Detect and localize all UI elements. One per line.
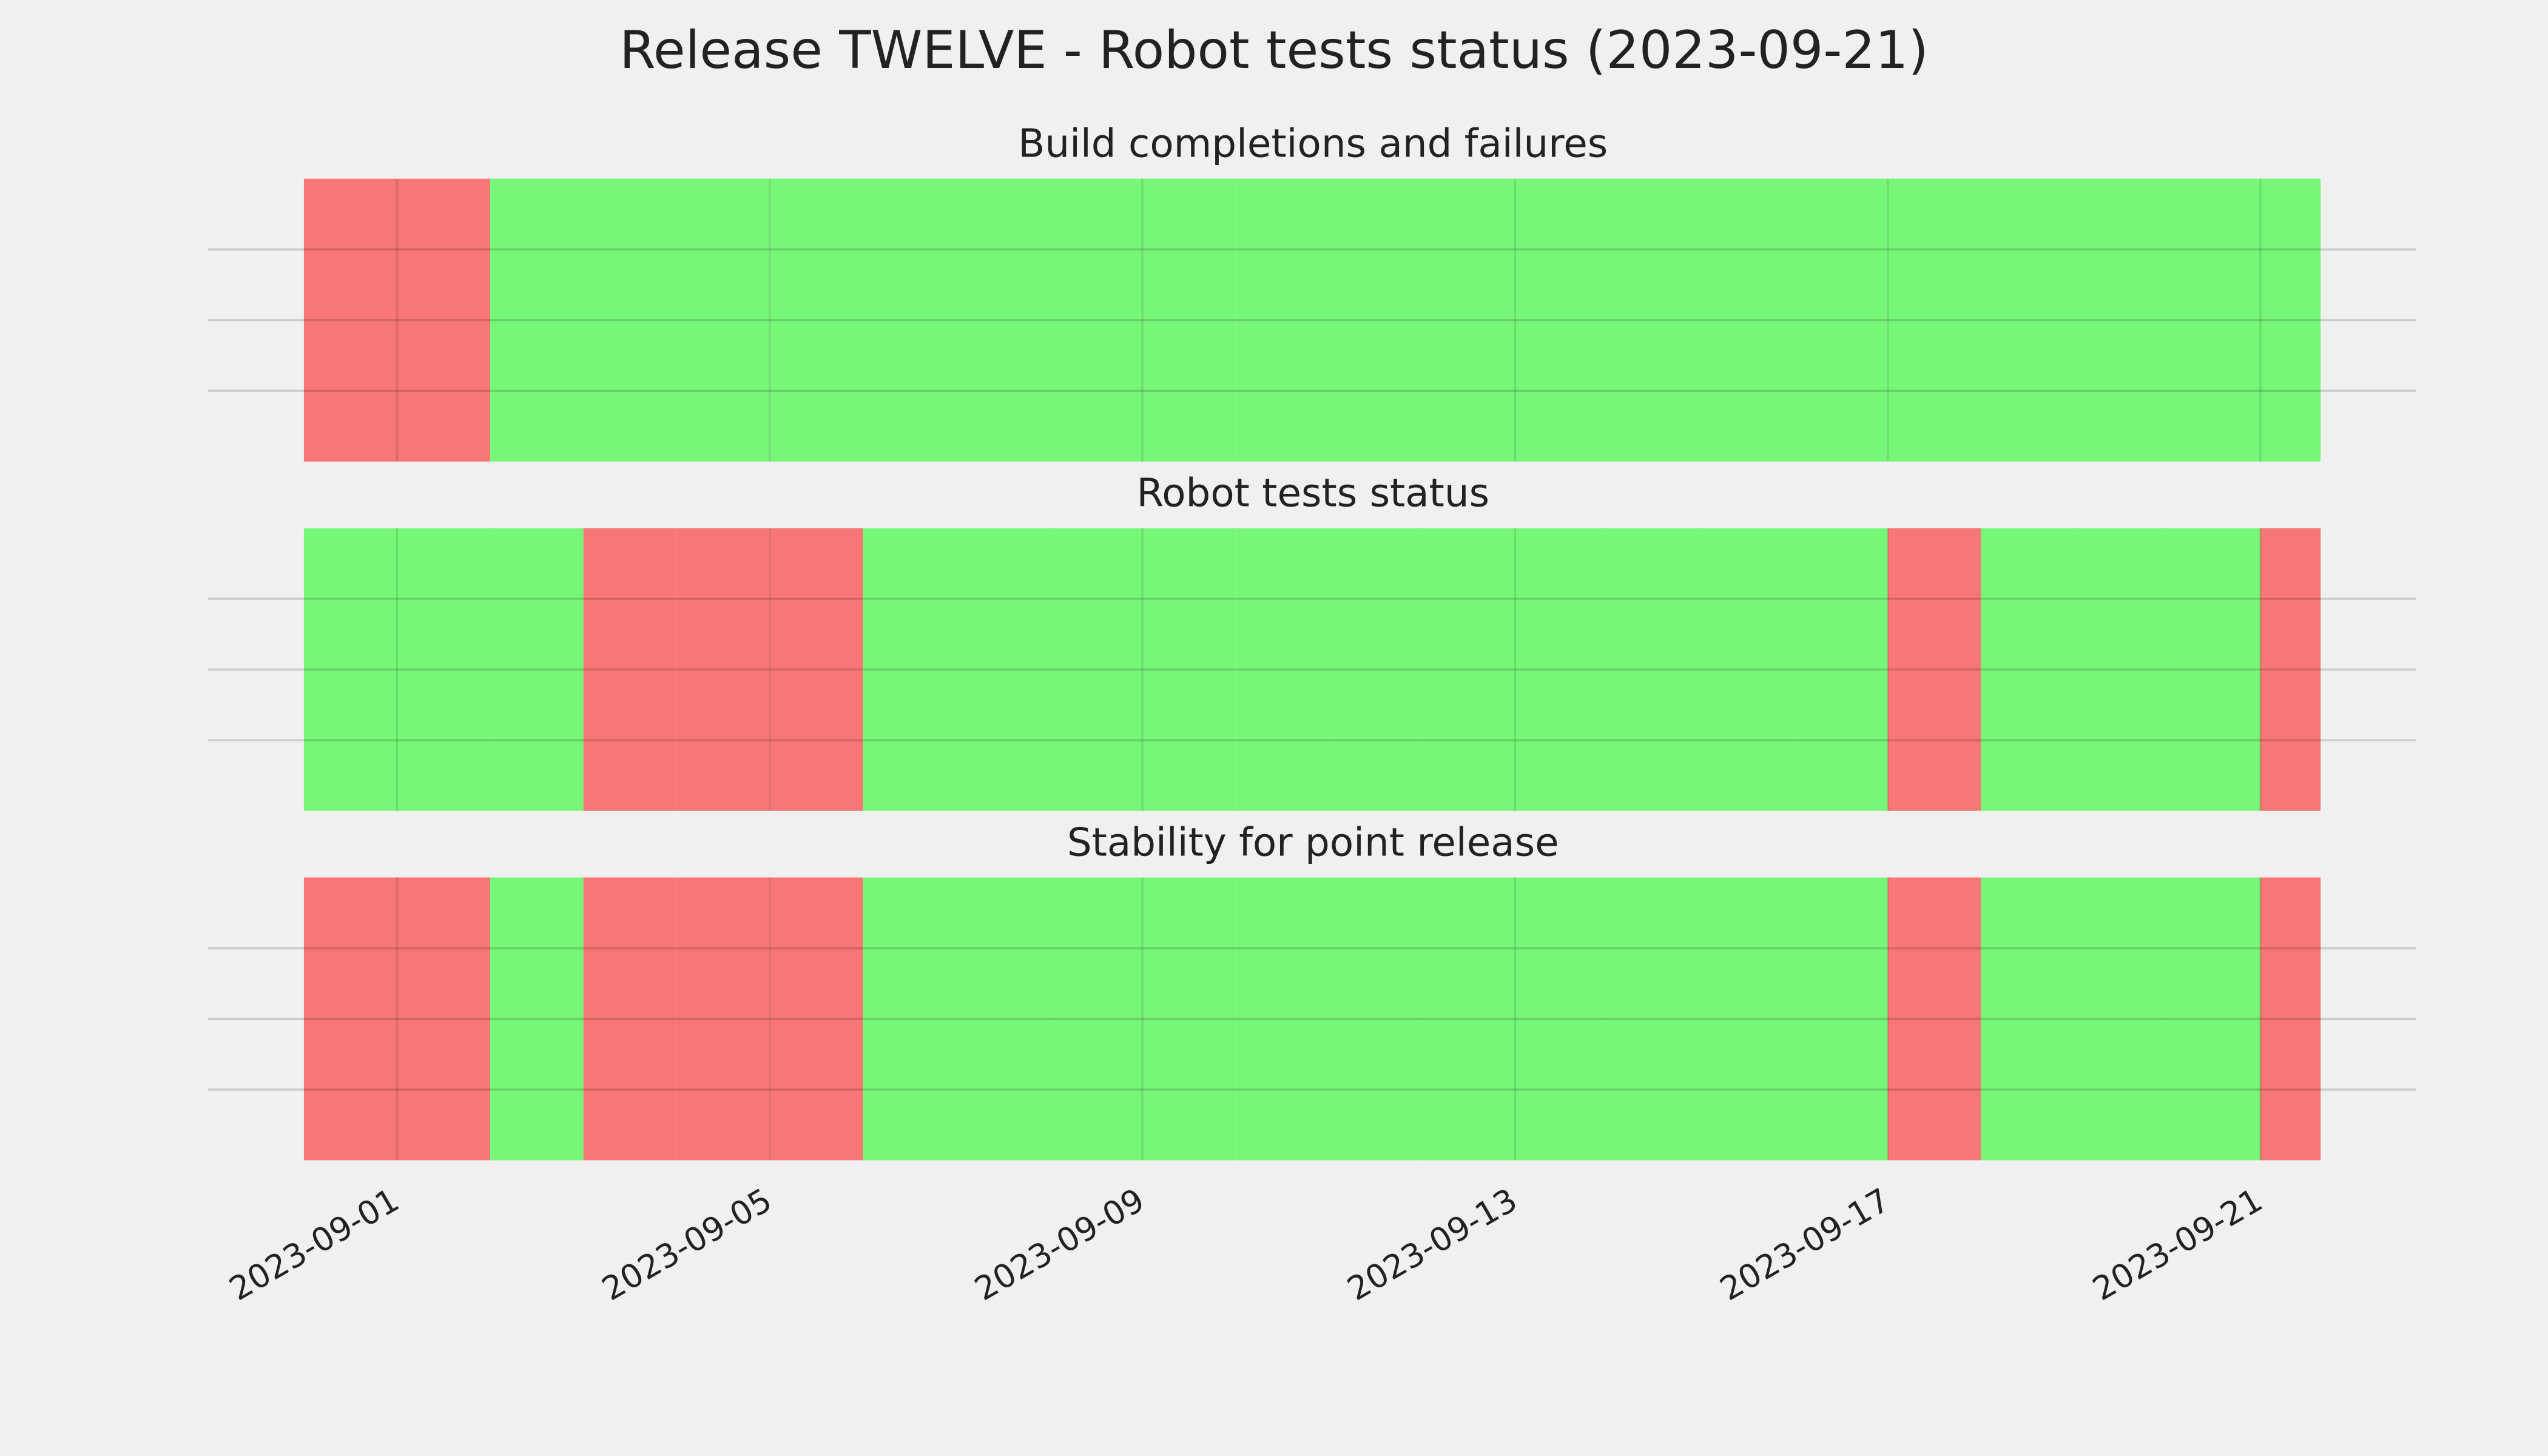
status-span: [1329, 528, 1422, 811]
status-span: [676, 178, 770, 462]
status-span: [1515, 528, 1608, 811]
status-span: [1142, 178, 1236, 462]
status-span: [1701, 528, 1795, 811]
status-span: [1515, 877, 1608, 1161]
status-span: [397, 178, 491, 462]
status-span: [676, 877, 770, 1161]
status-span: [490, 877, 584, 1161]
status-span: [1608, 877, 1702, 1161]
status-span: [583, 178, 677, 462]
status-span: [2167, 178, 2261, 462]
status-span: [2260, 877, 2321, 1161]
status-span: [2167, 528, 2261, 811]
status-span: [583, 877, 677, 1161]
status-span: [1795, 877, 1888, 1161]
status-span: [1049, 877, 1143, 1161]
status-span: [1421, 528, 1515, 811]
status-span: [2074, 877, 2168, 1161]
status-span: [1049, 178, 1143, 462]
status-span: [1981, 877, 2074, 1161]
status-span: [1235, 528, 1329, 811]
status-span: [1887, 178, 1981, 462]
status-span: [1795, 178, 1888, 462]
status-span: [2074, 528, 2168, 811]
status-span: [2260, 178, 2321, 462]
status-span: [2260, 528, 2321, 811]
status-span: [1981, 528, 2074, 811]
status-span: [863, 528, 956, 811]
status-span: [1981, 178, 2074, 462]
status-span: [1421, 178, 1515, 462]
panel-title: Stability for point release: [1067, 820, 1559, 865]
status-span: [769, 877, 863, 1161]
status-span: [490, 528, 584, 811]
status-span: [1329, 178, 1422, 462]
status-span: [397, 528, 491, 811]
status-span: [397, 877, 491, 1161]
status-span: [1142, 877, 1236, 1161]
status-span: [1608, 178, 1702, 462]
status-span: [1608, 528, 1702, 811]
status-span: [303, 877, 397, 1161]
status-span: [1887, 528, 1981, 811]
panel-title: Build completions and failures: [1018, 121, 1608, 167]
status-span: [956, 877, 1050, 1161]
status-span: [1235, 877, 1329, 1161]
status-span: [1142, 528, 1236, 811]
status-span: [1421, 877, 1515, 1161]
status-span: [863, 877, 956, 1161]
status-span: [676, 528, 770, 811]
status-span: [490, 178, 584, 462]
status-span: [583, 528, 677, 811]
status-span: [2074, 178, 2168, 462]
status-span: [1701, 877, 1795, 1161]
status-span: [2167, 877, 2261, 1161]
status-span: [303, 528, 397, 811]
status-span: [956, 178, 1050, 462]
status-span: [303, 178, 397, 462]
status-span: [1049, 528, 1143, 811]
status-span: [1701, 178, 1795, 462]
status-span: [863, 178, 956, 462]
status-span: [1235, 178, 1329, 462]
status-span: [1887, 877, 1981, 1161]
status-span: [769, 178, 863, 462]
status-span: [1795, 528, 1888, 811]
status-span: [1515, 178, 1608, 462]
status-span: [956, 528, 1050, 811]
panel-title: Robot tests status: [1136, 471, 1489, 516]
status-span: [769, 528, 863, 811]
status-span: [1329, 877, 1422, 1161]
chart-title: Release TWELVE - Robot tests status (202…: [619, 20, 1929, 81]
